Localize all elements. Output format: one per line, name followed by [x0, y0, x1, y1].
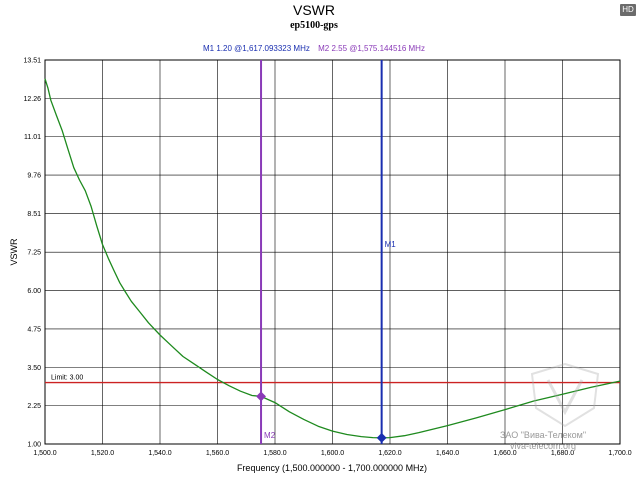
limit-label: Limit: 3.00 [51, 375, 83, 382]
y-tick-label: 6.00 [27, 288, 41, 295]
x-axis-label: Frequency (1,500.000000 - 1,700.000000 M… [237, 463, 427, 473]
watermark-logo-icon [530, 362, 600, 428]
y-tick-label: 11.01 [24, 134, 41, 141]
grid [45, 60, 620, 444]
y-tick-label: 1.00 [27, 442, 41, 449]
x-tick-label: 1,580.0 [263, 450, 286, 457]
marker-point-m2 [256, 391, 266, 402]
marker-m2-readout: M2 2.55 @1,575.144516 MHz [318, 44, 425, 53]
y-axis-label: VSWR [9, 238, 19, 266]
y-tick-label: 3.50 [27, 365, 41, 372]
x-tick-label: 1,640.0 [436, 450, 459, 457]
y-tick-label: 13.51 [23, 58, 41, 65]
x-axis-ticks: 1,500.0 1,520.0 1,540.0 1,560.0 1,580.0 1,600… [33, 450, 631, 457]
x-tick-label: 1,540.0 [148, 450, 171, 457]
marker-point-m1 [376, 432, 387, 443]
x-tick-label: 1,660.0 [493, 450, 516, 457]
x-tick-label: 1,680.0 [551, 450, 574, 457]
y-tick-label: 2.25 [27, 403, 41, 410]
x-tick-label: 1,560.0 [206, 450, 229, 457]
series-group [44, 78, 621, 439]
y-tick-label: 8.51 [27, 211, 41, 218]
chart-subtitle: ep5100-gps [290, 20, 338, 31]
hd-badge[interactable]: HD [620, 4, 636, 16]
y-tick-label: 7.25 [27, 250, 41, 257]
y-tick-label: 4.75 [27, 326, 41, 333]
limit-line-group: Limit: 3.00 [45, 375, 620, 384]
marker-m1-readout: M1 1.20 @1,617.093323 MHz [203, 44, 310, 53]
marker-label-m1: M1 [385, 240, 397, 249]
x-tick-label: 1,500.0 [33, 450, 56, 457]
vswr-series-line [44, 78, 621, 439]
x-tick-label: 1,700.0 [608, 450, 631, 457]
marker-label-m2: M2 [264, 431, 276, 440]
x-tick-label: 1,600.0 [321, 450, 344, 457]
y-tick-label: 9.76 [27, 173, 41, 180]
markers-group: M1 M2 [256, 60, 396, 444]
x-tick-label: 1,620.0 [378, 450, 401, 457]
watermark-line2: viva-telecom.org [510, 441, 577, 451]
x-tick-label: 1,520.0 [91, 450, 114, 457]
watermark-text: ЗАО "Вива-Телеком" viva-telecom.org [500, 430, 586, 452]
y-axis-ticks: 1.00 2.25 3.50 4.75 6.00 7.25 8.51 9.76 11.01 12.… [23, 58, 41, 449]
marker-readout: M1 1.20 @1,617.093323 MHz M2 2.55 @1,575… [203, 44, 425, 53]
watermark-line1: ЗАО "Вива-Телеком" [500, 430, 587, 440]
y-tick-label: 12.26 [23, 96, 41, 103]
chart-title: VSWR [293, 2, 335, 18]
